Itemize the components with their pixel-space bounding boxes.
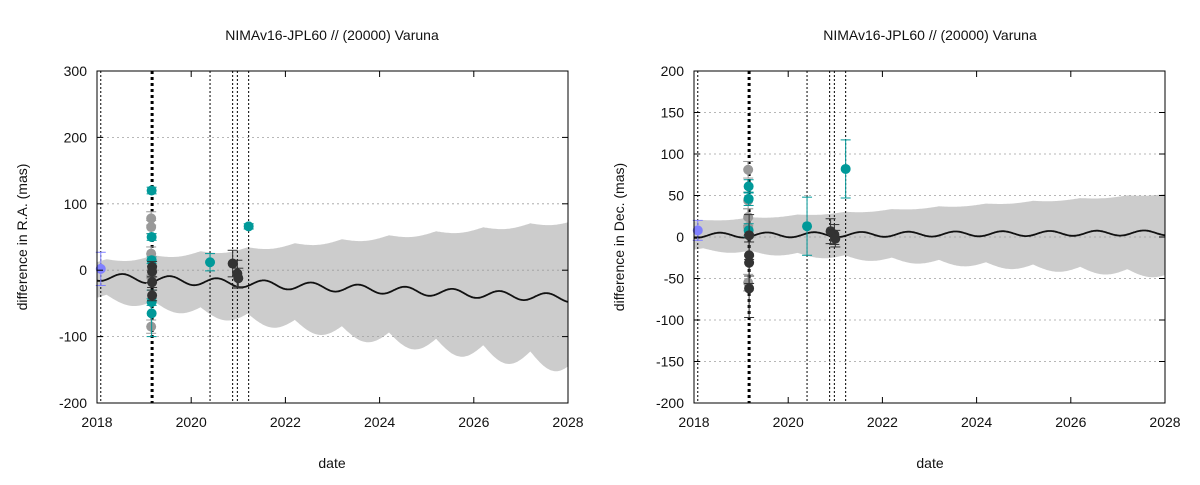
data-point bbox=[744, 283, 755, 294]
x-tick-label: 2026 bbox=[458, 414, 489, 430]
x-tick-label: 2028 bbox=[1149, 414, 1180, 430]
y-tick-label: -200 bbox=[656, 395, 684, 411]
x-axis-label: date bbox=[318, 455, 345, 471]
data-point bbox=[147, 266, 158, 277]
model-curve bbox=[97, 273, 568, 303]
data-point bbox=[146, 213, 157, 224]
series-dark bbox=[147, 249, 244, 302]
x-tick-label: 2026 bbox=[1055, 414, 1086, 430]
data-point bbox=[840, 163, 851, 174]
data-point bbox=[146, 232, 157, 242]
data-point bbox=[147, 290, 158, 301]
data-point bbox=[233, 273, 244, 284]
y-tick-label: -100 bbox=[656, 312, 684, 328]
x-tick-label: 2020 bbox=[773, 414, 804, 430]
y-tick-label: -200 bbox=[59, 395, 87, 411]
data-point bbox=[243, 221, 254, 232]
data-point bbox=[830, 233, 841, 244]
y-axis-label: difference in R.A. (mas) bbox=[14, 164, 30, 311]
y-tick-label: 300 bbox=[64, 63, 88, 79]
y-tick-label: -50 bbox=[664, 271, 684, 287]
y-tick-label: 0 bbox=[79, 262, 87, 278]
model-curve bbox=[694, 229, 1165, 239]
y-tick-label: 100 bbox=[661, 146, 685, 162]
y-tick-label: 150 bbox=[661, 105, 685, 121]
y-axis-label: difference in Dec. (mas) bbox=[611, 163, 627, 311]
data-point bbox=[227, 258, 238, 269]
x-tick-label: 2028 bbox=[552, 414, 583, 430]
chart-title: NIMAv16-JPL60 // (20000) Varuna bbox=[225, 27, 439, 43]
x-tick-label: 2020 bbox=[176, 414, 207, 430]
y-tick-label: 200 bbox=[661, 63, 685, 79]
y-tick-label: -100 bbox=[59, 329, 87, 345]
data-point bbox=[743, 193, 754, 204]
x-tick-label: 2024 bbox=[961, 414, 992, 430]
y-tick-label: 0 bbox=[676, 229, 684, 245]
series-grey bbox=[146, 211, 157, 334]
data-point bbox=[743, 164, 754, 175]
series-dark bbox=[744, 214, 841, 319]
y-tick-label: -150 bbox=[656, 354, 684, 370]
x-tick-label: 2022 bbox=[270, 414, 301, 430]
data-point bbox=[147, 277, 158, 288]
uncertainty-band bbox=[97, 222, 568, 372]
x-tick-label: 2018 bbox=[81, 414, 112, 430]
data-point bbox=[95, 263, 106, 274]
x-tick-label: 2022 bbox=[867, 414, 898, 430]
y-tick-label: 50 bbox=[668, 188, 684, 204]
y-tick-label: 200 bbox=[64, 129, 88, 145]
data-point bbox=[692, 225, 703, 236]
chart-panel-2: 2018 2020 2022 2024 2026 2028 -200 -150 -100 -50 0… bbox=[611, 27, 1181, 471]
data-point bbox=[802, 221, 813, 232]
plot-frame bbox=[96, 70, 569, 404]
x-tick-label: 2024 bbox=[364, 414, 395, 430]
data-point bbox=[205, 257, 216, 268]
data-point bbox=[743, 181, 754, 192]
x-tick-label: 2018 bbox=[678, 414, 709, 430]
chart-panel-1: 2018 2020 2022 2024 2026 2028 -200 -100 0 100 200 3… bbox=[14, 27, 584, 471]
data-point bbox=[146, 308, 157, 319]
y-tick-label: 100 bbox=[64, 196, 88, 212]
data-point bbox=[146, 185, 157, 196]
x-axis-label: date bbox=[916, 455, 943, 471]
series-purple bbox=[95, 251, 106, 286]
chart-title: NIMAv16-JPL60 // (20000) Varuna bbox=[823, 27, 1037, 43]
data-point bbox=[146, 222, 157, 233]
